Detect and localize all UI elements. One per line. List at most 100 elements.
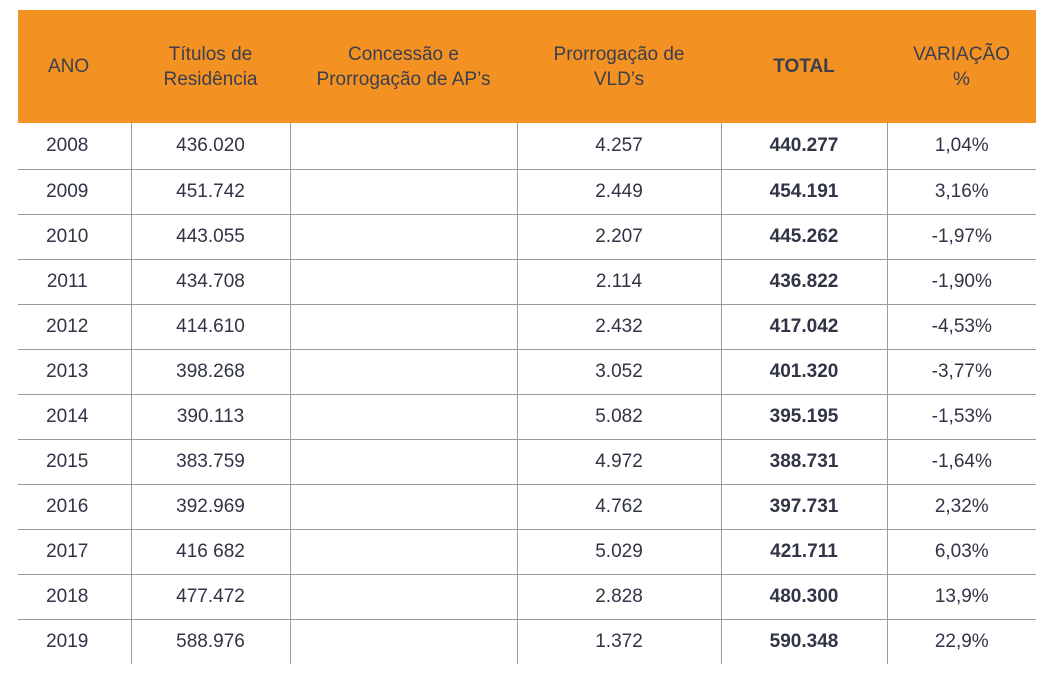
cell-titulos-de-residencia: 414.610 [130,304,290,350]
cell-total: 388.731 [720,439,887,485]
header-concessao-line-1: Concessão e [348,43,459,65]
header-concessao-prorrogacao-aps: Concessão e Prorrogação de AP’s [290,10,517,123]
cell-concessao-prorrogacao-aps [289,529,517,575]
cell-concessao-prorrogacao-aps [289,214,517,260]
header-total: TOTAL [721,10,887,123]
cell-titulos-de-residencia: 398.268 [130,349,290,395]
cell-variacao: 3,16% [886,169,1036,215]
cell-titulos-de-residencia: 390.113 [130,394,290,440]
cell-variacao: 22,9% [886,619,1036,664]
table-row: 2018 477.472 2.828 480.300 13,9% [18,574,1036,620]
cell-variacao: 6,03% [886,529,1036,575]
table-row: 2016 392.969 4.762 397.731 2,32% [18,484,1036,530]
cell-concessao-prorrogacao-aps [289,304,517,350]
table-row: 2013 398.268 3.052 401.320 -3,77% [18,349,1036,395]
cell-ano: 2012 [18,304,131,350]
cell-ano: 2011 [18,259,131,305]
cell-titulos-de-residencia: 392.969 [130,484,290,530]
cell-ano: 2019 [46,631,89,652]
cell-ano: 2010 [18,214,131,260]
header-titulos-line-1: Títulos de [168,43,253,65]
cell-ano: 2013 [18,349,131,395]
cell-titulos-de-residencia: 477.472 [130,574,290,620]
cell-prorrogacao-vlds: 2.828 [516,574,721,620]
cell-variacao: -1,64% [886,439,1036,485]
cell-variacao: 2,32% [886,484,1036,530]
table-row: 2008 436.020 4.257 440.277 1,04% [18,123,1036,170]
cell-ano: 2016 [18,484,131,530]
cell-titulos-de-residencia: 434.708 [130,259,290,305]
cell-concessao-prorrogacao-aps [289,439,517,485]
cell-variacao: -1,97% [886,214,1036,260]
header-prorrogacao-line-1: Prorrogação de [553,43,685,65]
cell-total: 401.320 [720,349,887,395]
cell-total: 395.195 [720,394,887,440]
header-titulos-line-2: Residência [163,68,258,90]
cell-titulos-de-residencia: 383.759 [130,439,290,485]
residency-statistics-table: ANO Títulos de Residência Concessão e Pr… [18,10,1036,664]
cell-variacao: -1,90% [886,259,1036,305]
cell-total: 445.262 [720,214,887,260]
table-row: 2014 390.113 5.082 395.195 -1,53% [18,394,1036,440]
cell-concessao-prorrogacao-aps [289,394,517,440]
cell-concessao-prorrogacao-aps [289,619,517,664]
cell-prorrogacao-vlds: 1.372 [516,619,721,664]
table-row: 2019 588.976 1.372 590.348 22,9% [18,619,1036,664]
cell-variacao: 1,04% [886,123,1036,170]
cell-concessao-prorrogacao-aps [289,349,517,395]
cell-ano: 2015 [18,439,131,485]
cell-ano: 2017 [18,529,131,575]
cell-ano: 2009 [18,169,131,215]
cell-concessao-prorrogacao-aps [289,574,517,620]
table-body: 2008 436.020 4.257 440.277 1,04% 2009 451.742 2… [18,123,1036,664]
cell-concessao-prorrogacao-aps [289,169,517,215]
cell-concessao-prorrogacao-aps [289,484,517,530]
header-row: ANO Títulos de Residência Concessão e Pr… [18,10,1036,123]
header-prorrogacao-line-2: VLD’s [593,68,645,90]
cell-ano: 2014 [18,394,131,440]
header-prorrogacao-vlds: Prorrogação de VLD’s [517,10,721,123]
cell-total: 590.348 [720,619,887,664]
cell-prorrogacao-vlds: 4.257 [516,123,721,170]
header-ano-line: ANO [48,56,90,77]
cell-prorrogacao-vlds: 3.052 [516,349,721,395]
cell-prorrogacao-vlds: 5.029 [516,529,721,575]
cell-titulos-de-residencia: 451.742 [130,169,290,215]
cell-total: 480.300 [720,574,887,620]
cell-titulos-de-residencia: 443.055 [130,214,290,260]
cell-prorrogacao-vlds: 2.432 [516,304,721,350]
table-row: 2011 434.708 2.114 436.822 -1,90% [18,259,1036,305]
cell-variacao: -3,77% [886,349,1036,395]
header-variacao-line-2: % [953,68,970,90]
cell-prorrogacao-vlds: 4.762 [516,484,721,530]
table-row: 2009 451.742 2.449 454.191 3,16% [18,169,1036,215]
cell-ano: 2008 [18,123,131,170]
cell-total: 436.822 [720,259,887,305]
table-header: ANO Títulos de Residência Concessão e Pr… [18,10,1036,123]
cell-total: 417.042 [720,304,887,350]
cell-prorrogacao-vlds: 2.114 [516,259,721,305]
cell-prorrogacao-vlds: 2.449 [516,169,721,215]
cell-ano: 2018 [18,574,131,620]
cell-variacao: -4,53% [886,304,1036,350]
cell-prorrogacao-vlds: 2.207 [516,214,721,260]
cell-variacao: -1,53% [886,394,1036,440]
cell-total: 440.277 [720,123,887,170]
header-titulos-de-residencia: Títulos de Residência [131,10,290,123]
header-variacao-line-1: VARIAÇÃO [913,43,1010,65]
cell-titulos-de-residencia: 588.976 [130,619,290,664]
cell-total: 397.731 [720,484,887,530]
cell-total: 421.711 [720,529,887,575]
cell-titulos-de-residencia: 416 682 [130,529,290,575]
cell-concessao-prorrogacao-aps [289,123,517,170]
header-concessao-line-2: Prorrogação de AP’s [316,68,491,90]
table-row: 2010 443.055 2.207 445.262 -1,97% [18,214,1036,260]
header-ano: ANO [18,10,131,123]
cell-titulos-de-residencia: 436.020 [130,123,290,170]
table-row: 2012 414.610 2.432 417.042 -4,53% [18,304,1036,350]
cell-concessao-prorrogacao-aps [289,259,517,305]
table-row: 2015 383.759 4.972 388.731 -1,64% [18,439,1036,485]
cell-variacao: 13,9% [886,574,1036,620]
cell-total: 454.191 [720,169,887,215]
table-row: 2017 416 682 5.029 421.711 6,03% [18,529,1036,575]
